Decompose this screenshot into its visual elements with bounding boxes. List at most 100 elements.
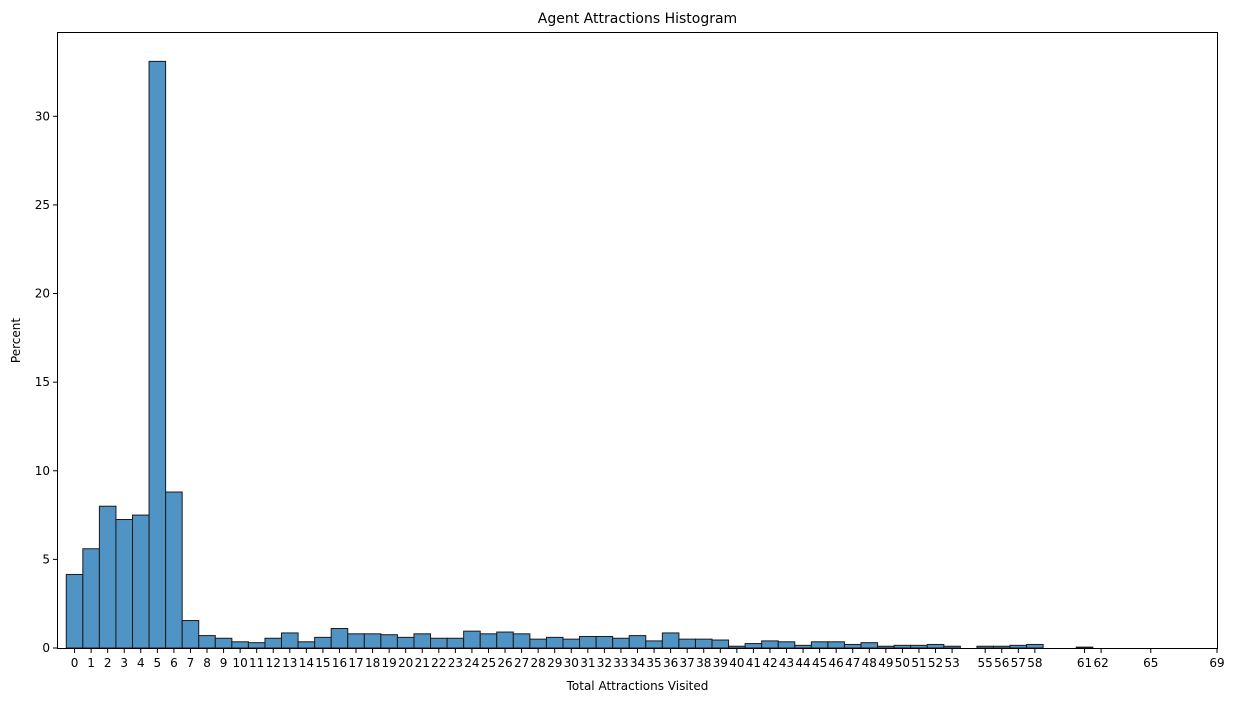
- x-tick-label: 46: [829, 656, 844, 670]
- x-tick-label: 48: [862, 656, 877, 670]
- x-tick-label: 55: [978, 656, 993, 670]
- y-tick-label: 15: [35, 375, 50, 389]
- histogram-bar: [132, 514, 150, 649]
- histogram-bar: [181, 620, 200, 649]
- histogram-bar: [165, 491, 183, 649]
- histogram-bar: [595, 635, 614, 649]
- histogram-bar: [926, 643, 945, 649]
- histogram-bar: [247, 642, 266, 649]
- histogram-bar: [744, 643, 763, 649]
- x-tick-label: 40: [729, 656, 744, 670]
- x-tick-label: 27: [514, 656, 529, 670]
- histogram-bar: [843, 643, 862, 649]
- histogram-bar: [860, 642, 879, 649]
- histogram-bar: [728, 645, 746, 649]
- x-tick-label: 4: [137, 656, 145, 670]
- y-tick-label: 20: [35, 287, 50, 301]
- x-tick-label: 1: [87, 656, 95, 670]
- histogram-bar: [579, 635, 597, 649]
- histogram-bar: [761, 640, 779, 649]
- x-tick-label: 39: [713, 656, 728, 670]
- y-tick-label: 0: [42, 641, 50, 655]
- x-tick-label: 0: [71, 656, 79, 670]
- x-axis: 0 1 2 3 4 5 6 7 8 9 10 11 12 13 14 15 16 17 18 19 20 21 22 23 24…: [71, 648, 1225, 670]
- histogram-bar: [330, 628, 349, 649]
- x-tick-label: 37: [680, 656, 695, 670]
- histogram-bar: [65, 573, 84, 649]
- x-tick-label: 24: [464, 656, 479, 670]
- x-tick-label: 12: [266, 656, 281, 670]
- histogram-bar: [545, 636, 564, 649]
- x-tick-label: 34: [630, 656, 645, 670]
- x-axis-title: Total Attractions Visited: [566, 679, 709, 693]
- histogram-bar: [976, 645, 994, 649]
- histogram-bar: [529, 638, 547, 649]
- histogram-bar: [943, 645, 961, 649]
- x-tick-label: 56: [994, 656, 1009, 670]
- histogram-bar: [1026, 643, 1044, 649]
- histogram-bar: [910, 644, 928, 649]
- plot-frame: [57, 32, 1218, 649]
- x-tick-label: 33: [613, 656, 628, 670]
- x-tick-label: 21: [415, 656, 430, 670]
- histogram-bar: [148, 60, 167, 649]
- x-tick-label: 16: [332, 656, 347, 670]
- x-tick-label: 38: [696, 656, 711, 670]
- x-tick-label: 28: [531, 656, 546, 670]
- y-tick-label: 30: [35, 109, 50, 123]
- histogram-bar: [661, 632, 680, 649]
- histogram-bar: [992, 645, 1011, 649]
- x-tick-label: 44: [795, 656, 810, 670]
- y-tick-label: 25: [35, 198, 50, 212]
- y-tick-label: 10: [35, 464, 50, 478]
- histogram-bar: [612, 637, 630, 649]
- histogram-bar: [479, 633, 498, 649]
- x-tick-label: 50: [895, 656, 910, 670]
- histogram-bar: [281, 632, 299, 649]
- x-tick-label: 41: [746, 656, 761, 670]
- histogram-bar: [645, 640, 663, 649]
- x-tick-label: 45: [812, 656, 827, 670]
- histogram-bar: [115, 519, 134, 649]
- y-tick-label: 5: [42, 552, 50, 566]
- x-tick-label: 69: [1209, 656, 1224, 670]
- histogram-bar: [496, 631, 514, 649]
- histogram-bar: [678, 638, 696, 649]
- histogram-bar: [777, 641, 796, 649]
- x-tick-label: 25: [481, 656, 496, 670]
- x-tick-label: 36: [663, 656, 678, 670]
- histogram-bar: [82, 548, 100, 649]
- x-tick-label: 5: [154, 656, 162, 670]
- histogram-bar: [562, 638, 581, 649]
- x-tick-label: 20: [398, 656, 413, 670]
- y-axis: 0 5 10 15 20 25 30: [35, 109, 58, 655]
- x-tick-label: 62: [1093, 656, 1108, 670]
- x-tick-label: 8: [203, 656, 211, 670]
- x-tick-label: 51: [911, 656, 926, 670]
- histogram-bar: [711, 639, 730, 649]
- x-tick-label: 30: [564, 656, 579, 670]
- x-tick-label: 61: [1077, 656, 1092, 670]
- x-tick-label: 3: [120, 656, 128, 670]
- x-tick-label: 57: [1011, 656, 1026, 670]
- histogram-bar: [380, 634, 398, 649]
- x-tick-label: 13: [282, 656, 297, 670]
- x-tick-label: 11: [249, 656, 264, 670]
- x-tick-label: 29: [547, 656, 562, 670]
- chart-title: Agent Attractions Histogram: [538, 11, 737, 27]
- histogram-bar: [694, 638, 713, 649]
- x-tick-label: 47: [845, 656, 860, 670]
- x-tick-label: 42: [762, 656, 777, 670]
- x-tick-label: 14: [299, 656, 314, 670]
- histogram-bar: [430, 637, 448, 649]
- histogram-bar: [347, 633, 365, 649]
- y-axis-title: Percent: [9, 318, 23, 363]
- x-tick-label: 17: [348, 656, 363, 670]
- x-tick-label: 18: [365, 656, 380, 670]
- histogram-bar: [214, 637, 233, 649]
- histogram-bar: [877, 645, 895, 649]
- histogram-bar: [446, 637, 465, 649]
- x-tick-label: 6: [170, 656, 178, 670]
